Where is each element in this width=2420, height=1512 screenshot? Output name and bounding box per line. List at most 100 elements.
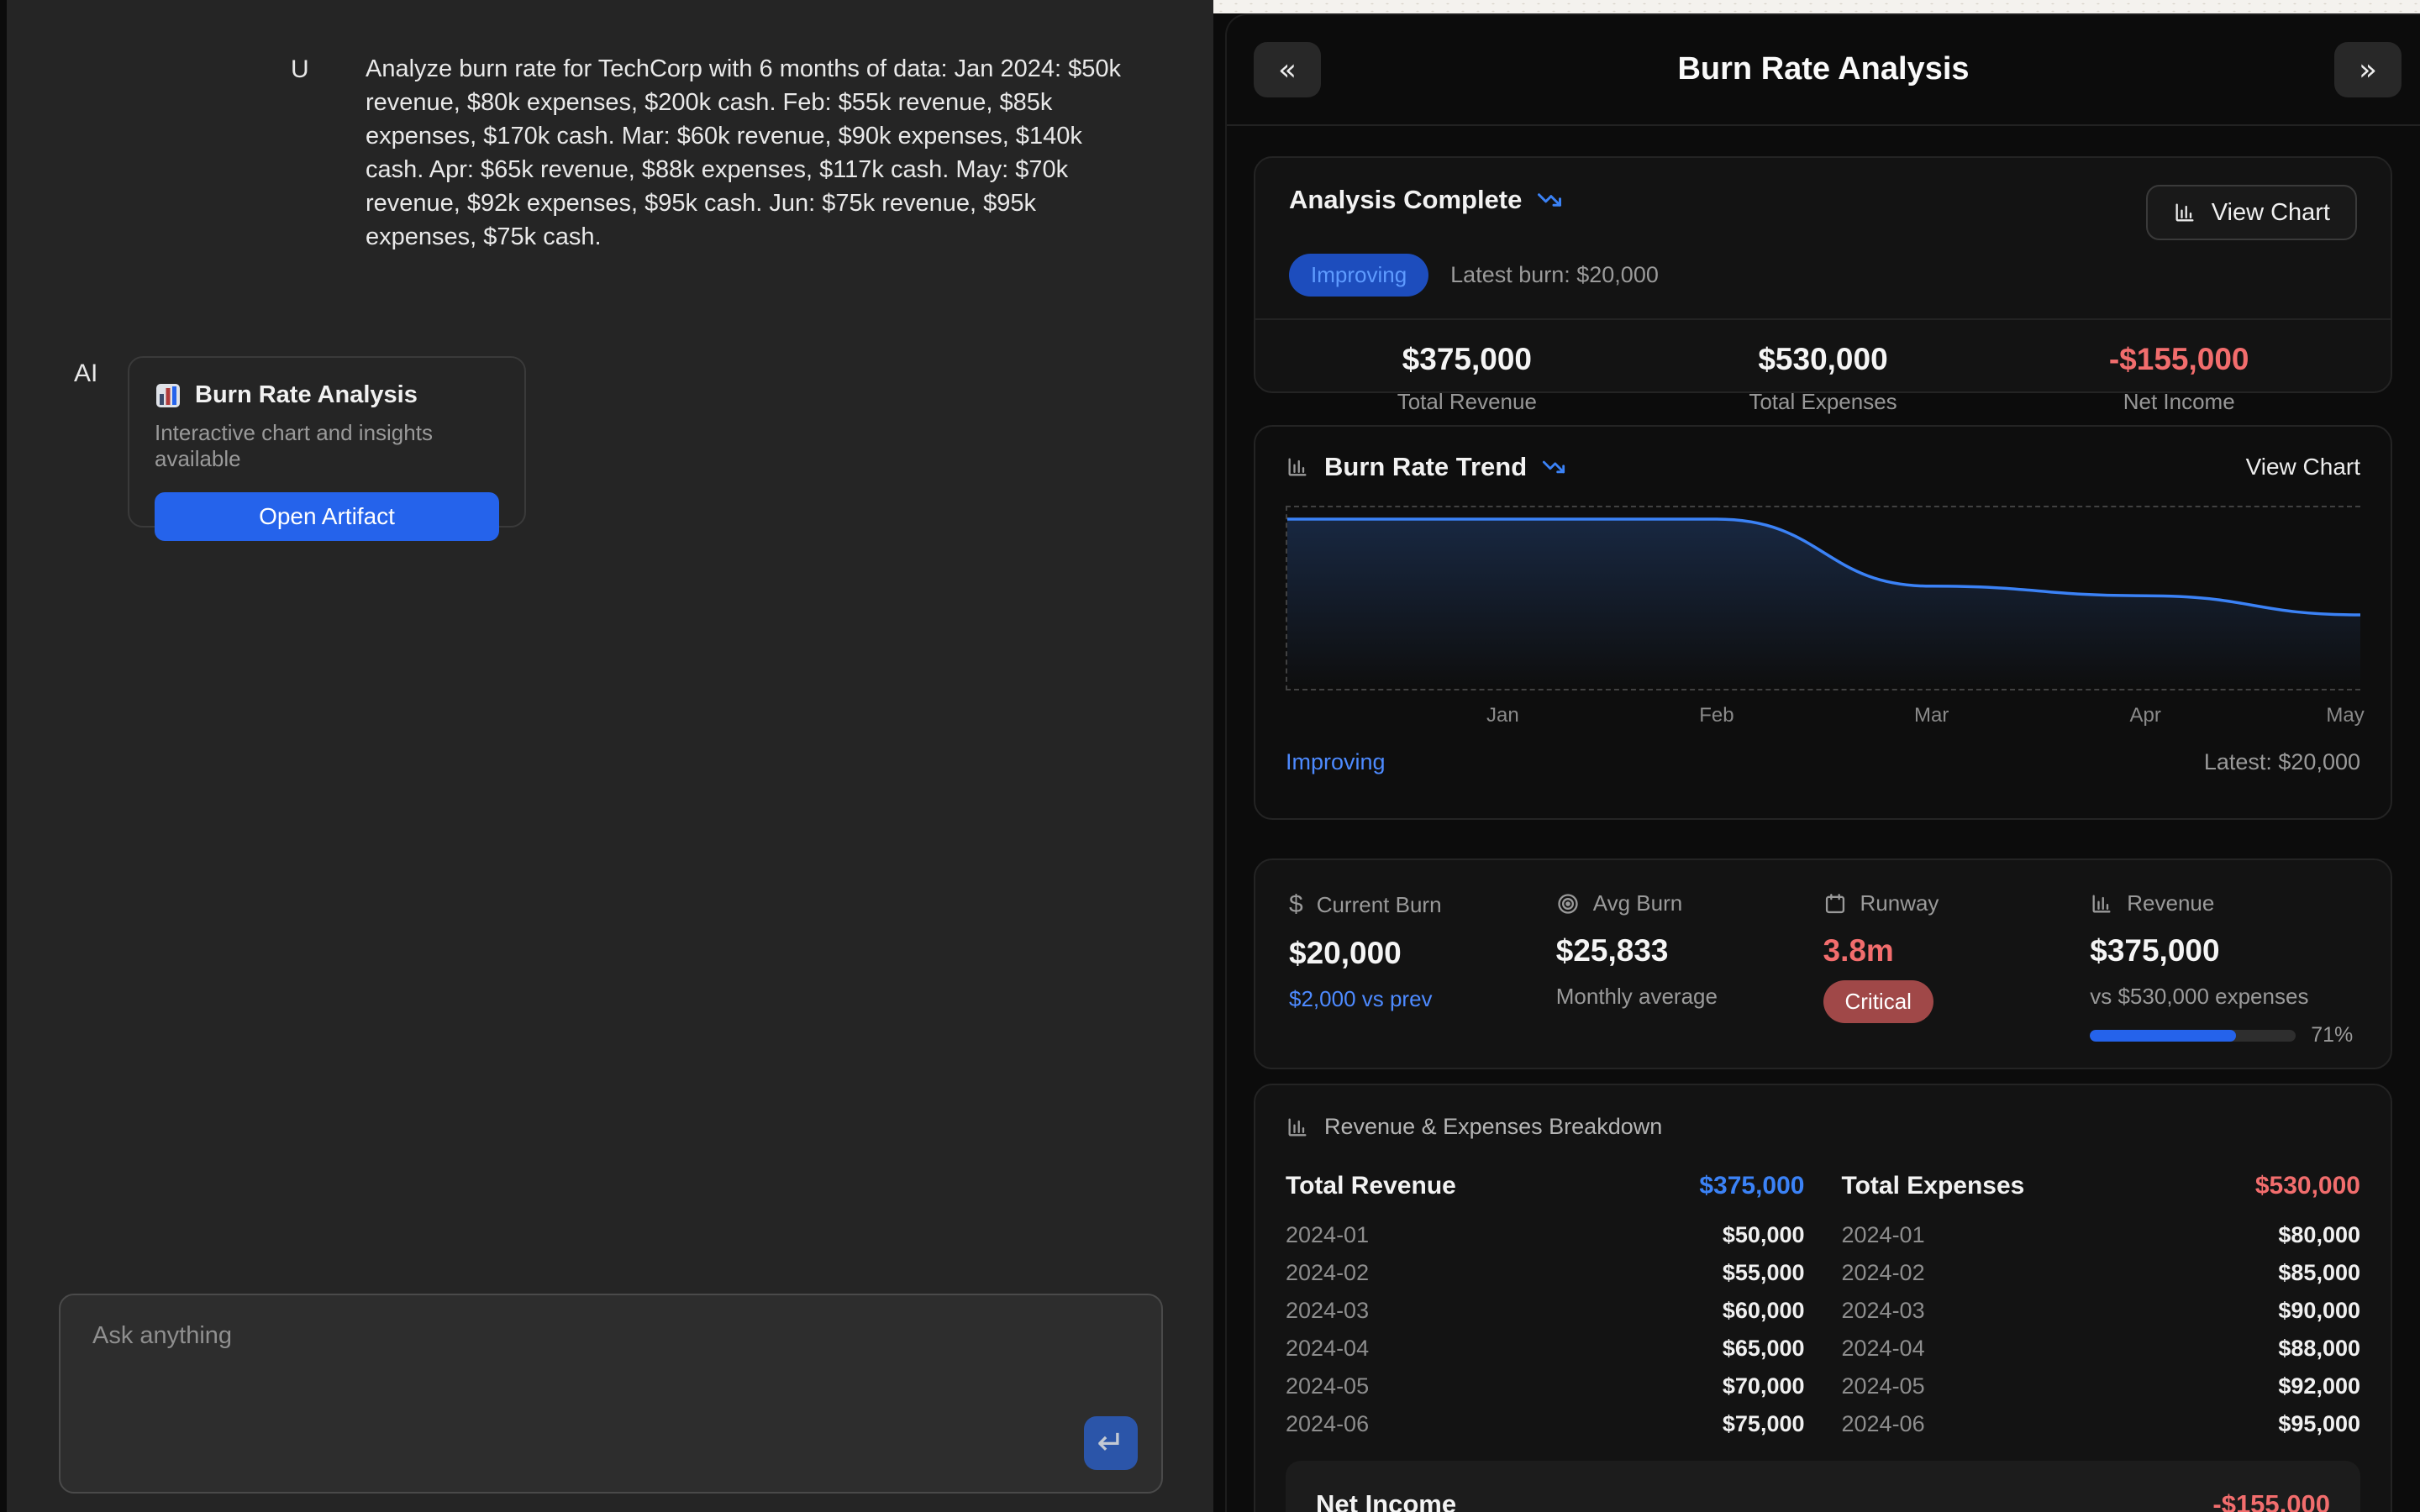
- current-burn-stat: $ Current Burn $20,000 $2,000 vs prev: [1289, 890, 1556, 1068]
- chevrons-left-icon: «: [1277, 52, 1297, 87]
- expense-row-value: $88,000: [2278, 1336, 2360, 1361]
- chat-input[interactable]: [60, 1295, 1161, 1492]
- revenue-progress: 71%: [2090, 1023, 2357, 1047]
- panel-body: Analysis Complete View Chart: [1227, 126, 2420, 1512]
- table-row: 2024-05 $70,000 2024-05 $92,000: [1286, 1373, 2360, 1399]
- total-expenses-header: Total Expenses: [1841, 1172, 2025, 1200]
- table-row: 2024-01 $50,000 2024-01 $80,000: [1286, 1222, 2360, 1248]
- runway-value: 3.8m: [1823, 933, 1894, 968]
- expense-row-month: 2024-03: [1841, 1298, 1925, 1323]
- bar-chart-icon: [2173, 201, 2196, 224]
- table-row: 2024-03 $60,000 2024-03 $90,000: [1286, 1298, 2360, 1324]
- revenue-value: $375,000: [2090, 933, 2220, 968]
- runway-label: Runway: [1860, 890, 1939, 916]
- send-button[interactable]: ↵: [1084, 1416, 1138, 1470]
- revenue-vs-expenses: vs $530,000 expenses: [2090, 984, 2309, 1009]
- trend-title: Burn Rate Trend: [1324, 452, 1528, 481]
- table-row: 2024-04 $65,000 2024-04 $88,000: [1286, 1336, 2360, 1362]
- expense-row-value: $95,000: [2278, 1411, 2360, 1436]
- open-artifact-button[interactable]: Open Artifact: [155, 492, 499, 541]
- artifact-panel: « Burn Rate Analysis » Analysis Complete: [1225, 13, 2420, 1512]
- top-strip: [1213, 0, 2420, 13]
- table-row: 2024-06 $75,000 2024-06 $95,000: [1286, 1411, 2360, 1437]
- trend-title-row: Burn Rate Trend: [1286, 452, 1565, 482]
- improving-badge: Improving: [1289, 254, 1429, 297]
- x-tick-may: May: [2326, 704, 2365, 727]
- chart-x-axis: Jan Feb Mar Apr May: [1286, 690, 2365, 739]
- revenue-progress-pct: 71%: [2311, 1023, 2354, 1047]
- total-revenue-stat: $375,000 Total Revenue: [1289, 342, 1645, 415]
- revenue-row-value: $75,000: [1722, 1411, 1805, 1436]
- enter-icon: ↵: [1097, 1424, 1125, 1462]
- net-income-title: Net Income: [1316, 1489, 1457, 1512]
- total-expenses-stat: $530,000 Total Expenses: [1645, 342, 2002, 415]
- latest-burn-text: Latest burn: $20,000: [1450, 262, 1659, 287]
- burn-rate-line: [1287, 507, 2360, 689]
- x-tick-jan: Jan: [1486, 704, 1519, 727]
- table-row: 2024-02 $55,000 2024-02 $85,000: [1286, 1260, 2360, 1286]
- revenue-row-month: 2024-01: [1286, 1222, 1370, 1247]
- summary-title: Analysis Complete: [1289, 185, 1523, 214]
- bar-chart-icon: [1286, 455, 1309, 479]
- revenue-progress-fill: [2090, 1029, 2237, 1042]
- chevrons-right-icon: »: [2358, 52, 2378, 87]
- current-burn-label: Current Burn: [1316, 891, 1442, 917]
- critical-badge: Critical: [1823, 980, 1933, 1023]
- chat-input-container: ↵: [59, 1294, 1163, 1494]
- breakdown-title: Revenue & Expenses Breakdown: [1324, 1114, 1663, 1139]
- net-income-amount: -$155,000: [2212, 1489, 2330, 1512]
- revenue-row-value: $65,000: [1722, 1336, 1805, 1361]
- current-burn-value: $20,000: [1289, 936, 1402, 970]
- panel-title: Burn Rate Analysis: [1677, 51, 1970, 87]
- revenue-row-value: $50,000: [1722, 1222, 1805, 1247]
- expense-row-month: 2024-02: [1841, 1260, 1925, 1285]
- collapse-panel-button[interactable]: «: [1254, 42, 1321, 97]
- revenue-label: Revenue: [2127, 890, 2215, 916]
- artifact-title-row: Burn Rate Analysis: [155, 381, 499, 409]
- trending-down-icon: [1537, 187, 1562, 213]
- breakdown-title-row: Revenue & Expenses Breakdown: [1286, 1114, 2360, 1140]
- calendar-icon: [1823, 892, 1847, 916]
- revenue-row-month: 2024-03: [1286, 1298, 1370, 1323]
- burn-rate-chart: [1286, 506, 2360, 690]
- revenue-progress-track: [2090, 1029, 2296, 1042]
- expense-row-month: 2024-06: [1841, 1411, 1925, 1436]
- total-expenses-label: Total Expenses: [1749, 389, 1897, 414]
- revenue-row-month: 2024-06: [1286, 1411, 1370, 1436]
- target-icon: [1556, 892, 1580, 916]
- net-income-value: -$155,000: [2108, 342, 2249, 376]
- total-expenses-amount: $530,000: [2254, 1172, 2360, 1200]
- revenue-row-month: 2024-04: [1286, 1336, 1370, 1361]
- avg-burn-label: Avg Burn: [1592, 890, 1683, 916]
- expense-row-month: 2024-04: [1841, 1336, 1925, 1361]
- dollar-icon: $: [1289, 890, 1303, 918]
- net-income-stat: -$155,000 Net Income: [2001, 342, 2357, 415]
- total-expenses-value: $530,000: [1758, 342, 1888, 376]
- user-message: Analyze burn rate for TechCorp with 6 mo…: [366, 55, 1121, 250]
- net-income-card: Net Income -$155,000 Loss-making over th…: [1286, 1461, 2360, 1512]
- artifact-title: Burn Rate Analysis: [195, 381, 418, 408]
- total-revenue-header: Total Revenue: [1286, 1172, 1456, 1200]
- expand-panel-button[interactable]: »: [2334, 42, 2402, 97]
- key-stats-card: $ Current Burn $20,000 $2,000 vs prev Av…: [1254, 858, 2392, 1069]
- revenue-row-value: $70,000: [1722, 1373, 1805, 1399]
- burn-rate-trend-card: Burn Rate Trend View Chart Jan Feb Mar A…: [1254, 425, 2392, 820]
- expense-row-value: $90,000: [2278, 1298, 2360, 1323]
- revenue-row-month: 2024-05: [1286, 1373, 1370, 1399]
- total-revenue-amount: $375,000: [1699, 1172, 1805, 1200]
- expense-row-month: 2024-01: [1841, 1222, 1925, 1247]
- view-chart-link[interactable]: View Chart: [2245, 454, 2360, 480]
- runway-stat: Runway 3.8m Critical: [1823, 890, 2091, 1068]
- trend-status: Improving: [1286, 749, 1386, 774]
- avg-burn-value: $25,833: [1555, 933, 1669, 968]
- view-chart-label: View Chart: [2211, 198, 2330, 226]
- x-tick-mar: Mar: [1914, 704, 1949, 727]
- current-burn-delta: $2,000 vs prev: [1289, 986, 1433, 1011]
- view-chart-button[interactable]: View Chart: [2145, 185, 2357, 240]
- revenue-stat: Revenue $375,000 vs $530,000 expenses 71…: [2090, 890, 2357, 1068]
- revenue-row-value: $60,000: [1722, 1298, 1805, 1323]
- bar-chart-icon: [1286, 1116, 1309, 1139]
- analysis-summary-card: Analysis Complete View Chart: [1254, 156, 2392, 414]
- trending-down-icon: [1542, 455, 1565, 479]
- x-tick-apr: Apr: [2129, 704, 2161, 727]
